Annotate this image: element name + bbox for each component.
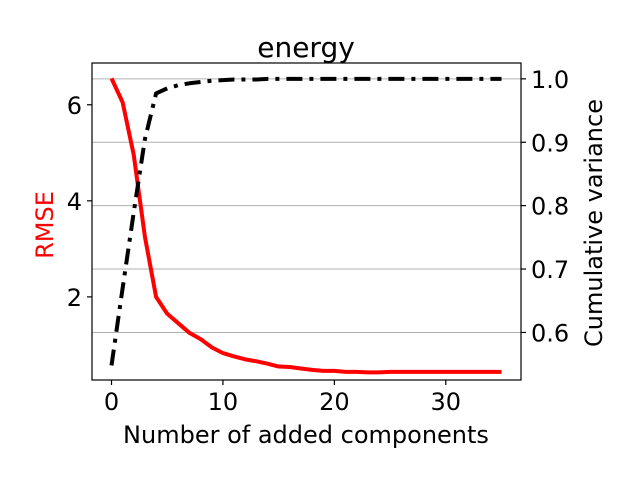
chart-title: energy (257, 31, 355, 64)
left-axis-label: RMSE (31, 191, 59, 259)
left-y-tick-label: 4 (67, 188, 82, 216)
right-y-tick-label: 1.0 (531, 66, 569, 94)
x-tick-label: 30 (431, 388, 462, 416)
plot-frame (91, 62, 522, 381)
x-tick-label: 20 (319, 388, 350, 416)
cumulative-variance-series-line (109, 76, 502, 366)
right-y-tick-label: 0.8 (531, 193, 569, 221)
right-y-tick-label: 0.6 (531, 319, 569, 347)
series-layer (109, 76, 502, 375)
left-y-tick-label: 2 (67, 284, 82, 312)
right-axis-label: Cumulative variance (580, 99, 608, 347)
grid-layer (92, 78, 521, 333)
x-tick-label: 0 (104, 388, 119, 416)
x-tick-label: 10 (208, 388, 239, 416)
ticks-layer: 0 10 20 30 2 4 6 0.6 0.7 0.8 0.9 1.0 (67, 66, 569, 416)
rmse-series-line (109, 77, 502, 375)
x-axis-label: Number of added components (123, 421, 489, 449)
axes-layer (91, 62, 522, 381)
right-y-tick-label: 0.9 (531, 129, 569, 157)
right-y-tick-label: 0.7 (531, 256, 569, 284)
left-y-tick-label: 6 (67, 92, 82, 120)
